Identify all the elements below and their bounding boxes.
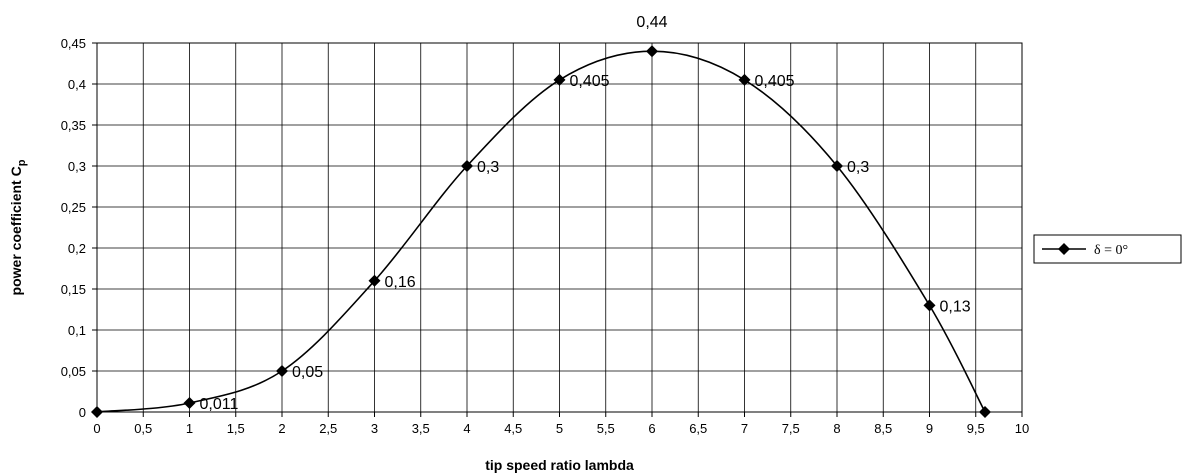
data-point-marker	[646, 45, 658, 58]
x-axis-title: tip speed ratio lambda	[485, 457, 634, 473]
y-tick-label: 0,35	[61, 118, 86, 133]
data-point-marker	[923, 299, 936, 312]
x-tick-label: 3,5	[412, 421, 430, 436]
y-axis-title-subscript: p	[16, 159, 28, 166]
y-tick-label: 0,4	[68, 77, 86, 92]
y-tick-label: 0,05	[61, 364, 86, 379]
y-tick-label: 0	[79, 405, 86, 420]
legend: δ = 0°	[1033, 234, 1182, 264]
series-line	[96, 50, 986, 413]
x-axis-ticks: 0 0,5 1 1,5 2 2,5 3 3,5 4 4,5 5 5,5 6 6,5 7 7,5 8 8,5 9 9,5…	[93, 412, 1029, 436]
x-tick-label: 4,5	[504, 421, 522, 436]
x-tick-label: 2,5	[319, 421, 337, 436]
data-point-marker	[91, 406, 103, 418]
x-tick-label: 9	[926, 421, 933, 436]
data-point-marker	[738, 73, 751, 86]
data-point-marker	[276, 365, 288, 377]
data-label: 0,44	[636, 14, 667, 31]
x-tick-label: 2	[278, 421, 285, 436]
y-tick-label: 0,25	[61, 200, 86, 215]
x-tick-label: 5	[556, 421, 563, 436]
grid	[96, 42, 1023, 413]
data-label: 0,05	[292, 364, 323, 381]
data-point-marker	[831, 160, 843, 172]
data-label: 0,405	[755, 73, 795, 90]
data-label: 0,13	[940, 298, 971, 315]
x-tick-label: 10	[1015, 421, 1029, 436]
x-tick-label: 0,5	[134, 421, 152, 436]
y-tick-label: 0,45	[61, 36, 86, 51]
data-point-marker	[553, 73, 566, 86]
x-tick-label: 6	[648, 421, 655, 436]
x-tick-label: 5,5	[597, 421, 615, 436]
x-tick-label: 8	[833, 421, 840, 436]
y-tick-label: 0,15	[61, 282, 86, 297]
x-tick-label: 6,5	[689, 421, 707, 436]
data-label: 0,405	[570, 73, 610, 90]
y-tick-label: 0,3	[68, 159, 86, 174]
x-tick-label: 1,5	[227, 421, 245, 436]
x-tick-label: 9,5	[967, 421, 985, 436]
data-point-marker	[368, 274, 381, 287]
data-point-marker	[461, 160, 473, 172]
legend-diamond-marker	[1058, 243, 1070, 255]
y-tick-label: 0,1	[68, 323, 86, 338]
y-axis-ticks: 0 0,05 0,1 0,15 0,2 0,25 0,3 0,35 0,4 0,45	[61, 36, 97, 420]
x-tick-label: 4	[463, 421, 470, 436]
x-tick-label: 1	[186, 421, 193, 436]
data-label: 0,3	[847, 159, 869, 176]
x-tick-label: 0	[93, 421, 100, 436]
data-point-marker	[183, 396, 196, 409]
x-tick-label: 8,5	[874, 421, 892, 436]
y-axis-title-main: power coefficient C	[8, 166, 24, 295]
x-tick-label: 3	[371, 421, 378, 436]
x-tick-label: 7	[741, 421, 748, 436]
data-point-marker	[979, 406, 991, 418]
data-label: 0,011	[200, 396, 239, 413]
y-axis-title: power coefficient Cp	[8, 159, 28, 295]
data-label: 0,16	[385, 274, 416, 291]
y-tick-label: 0,2	[68, 241, 86, 256]
x-tick-label: 7,5	[782, 421, 800, 436]
series-markers	[91, 45, 991, 418]
legend-entry-label: δ = 0°	[1094, 243, 1128, 258]
data-labels: 0,011 0,05 0,16 0,3 0,405 0,44 0,405 0,3 0,13	[200, 14, 971, 413]
data-label: 0,3	[477, 159, 499, 176]
